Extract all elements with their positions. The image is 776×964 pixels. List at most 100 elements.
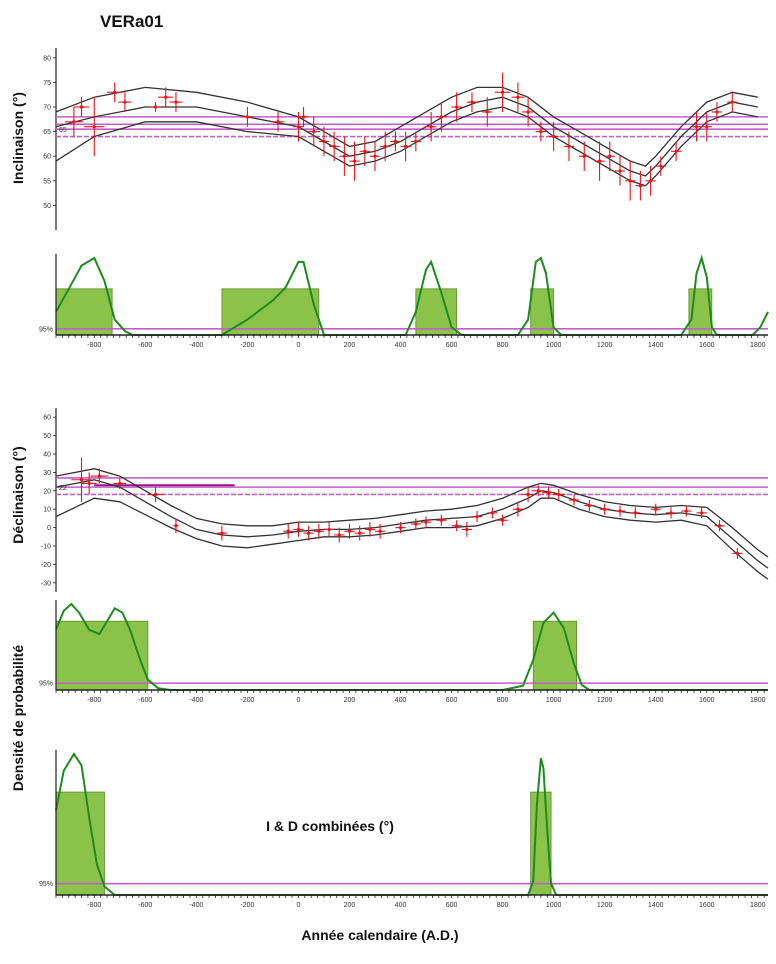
declination-y-tick-label: -10 xyxy=(41,544,51,551)
declination-data-point xyxy=(633,511,637,515)
density-declination-x-tick-label: 1400 xyxy=(648,697,664,704)
declination-data-point xyxy=(97,474,101,478)
density-inclination-x-tick-label: 200 xyxy=(344,342,356,349)
declination-data-point xyxy=(669,511,673,515)
declination-data-point xyxy=(368,527,372,532)
declination-y-tick-label: -30 xyxy=(41,580,51,587)
density-ylabel: Densité de probabilité xyxy=(10,645,26,791)
declination-data-point xyxy=(153,492,158,497)
density-combined-x-tick-label: 1400 xyxy=(648,902,664,909)
declination-data-point xyxy=(424,520,428,524)
declination-data-point xyxy=(286,529,290,533)
inclination-data-point xyxy=(516,95,520,99)
inclination-data-point xyxy=(312,130,316,134)
declination-y-tick-label: 20 xyxy=(43,488,51,495)
inclination-data-point xyxy=(404,144,408,148)
inclination-y-tick-label: 80 xyxy=(43,55,51,62)
inclination-data-point xyxy=(500,90,505,94)
inclination-data-point xyxy=(618,169,622,173)
declination-data-point xyxy=(500,518,505,522)
inclination-data-point xyxy=(694,125,699,129)
inclination-data-point xyxy=(539,130,543,134)
inclination-data-point xyxy=(276,120,280,124)
inclination-data-point xyxy=(485,110,489,114)
declination-data-point xyxy=(118,481,122,486)
inclination-data-point xyxy=(296,125,301,129)
declination-data-point xyxy=(684,509,688,513)
inclination-data-point xyxy=(608,154,612,158)
declination-data-point xyxy=(439,518,443,522)
density-inclination-x-tick-label: 1600 xyxy=(699,342,715,349)
inclination-data-point xyxy=(383,144,387,148)
declination-data-point xyxy=(572,498,576,502)
inclination-data-point xyxy=(373,154,377,158)
density-combined-x-tick-label: -600 xyxy=(138,902,152,909)
density-inclination-x-tick-label: 1400 xyxy=(648,342,664,349)
figure-title: VERa01 xyxy=(100,12,163,31)
declination-y-tick-label: 60 xyxy=(43,415,51,422)
inclination-curve xyxy=(55,86,758,167)
density-combined-x-tick-label: 1200 xyxy=(597,902,613,909)
inclination-y-tick-label: 65 xyxy=(43,129,51,136)
declination-data-point xyxy=(717,524,722,528)
inclination-data-point xyxy=(439,115,443,119)
declination-data-point xyxy=(654,507,658,511)
density-declination-x-tick-label: 800 xyxy=(497,697,509,704)
declination-data-point xyxy=(536,489,540,493)
density-declination-x-tick-label: 200 xyxy=(344,697,356,704)
density-declination-x-tick-label: 1000 xyxy=(546,697,562,704)
inclination-data-point xyxy=(649,179,653,183)
density-declination-x-tick-label: 400 xyxy=(395,697,407,704)
inclination-data-point xyxy=(174,100,178,104)
inclination-data-point xyxy=(567,144,571,148)
density-combined-x-tick-label: 800 xyxy=(497,902,509,909)
density-declination-x-tick-label: 1800 xyxy=(750,697,766,704)
declination-curve xyxy=(55,497,769,580)
inclination-data-point xyxy=(342,154,346,158)
declination-data-point xyxy=(358,531,362,535)
inclination-panel: 50 55 60 65 70 75 80 65 xyxy=(43,48,768,230)
declination-data-point xyxy=(327,527,331,532)
inclination-y-tick-label: 60 xyxy=(43,154,51,161)
density-combined-x-tick-label: 1800 xyxy=(750,902,766,909)
density-inclination-x-tick-label: 1200 xyxy=(597,342,613,349)
declination-y-tick-label: 40 xyxy=(43,452,51,459)
inclination-reference-label: 65 xyxy=(59,127,67,134)
density-combined-x-tick-label: -400 xyxy=(189,902,203,909)
declination-data-point xyxy=(307,531,311,535)
inclination-data-point xyxy=(123,100,127,104)
inclination-data-point xyxy=(301,115,306,119)
inclination-curve xyxy=(55,106,758,187)
declination-data-point xyxy=(87,481,91,486)
density-combined-x-tick-label: -800 xyxy=(87,902,101,909)
density-combined-x-tick-label: 400 xyxy=(395,902,407,909)
density-combined-x-tick-label: 600 xyxy=(446,902,458,909)
density-combined-density-curve xyxy=(55,752,768,896)
density-inclination-interval-box xyxy=(221,288,320,336)
declination-data-point xyxy=(317,529,321,533)
density-inclination-x-tick-label: 1000 xyxy=(546,342,562,349)
declination-data-point xyxy=(618,509,622,513)
inclination-data-point xyxy=(92,125,96,129)
declination-data-point xyxy=(465,527,469,532)
inclination-data-point xyxy=(363,149,367,153)
density-inclination-x-tick-label: -200 xyxy=(240,342,254,349)
density-combined-x-tick-label: 200 xyxy=(344,902,356,909)
declination-data-point xyxy=(603,507,607,511)
inclination-data-point xyxy=(628,179,632,183)
inclination-data-point xyxy=(322,139,326,144)
density-declination-interval-box xyxy=(532,620,578,691)
inclination-y-tick-label: 75 xyxy=(43,80,51,87)
inclination-data-point xyxy=(526,110,530,114)
inclination-data-point xyxy=(715,110,719,114)
density-declination-95-label: 95% xyxy=(39,681,53,688)
density-combined-x-tick-label: 1600 xyxy=(699,902,715,909)
density-inclination-panel: 95% xyxy=(39,254,769,336)
combined-label: I & D combinées (°) xyxy=(266,818,394,834)
density-inclination-x-tick-label: 400 xyxy=(395,342,407,349)
declination-curve xyxy=(55,479,769,569)
inclination-data-point xyxy=(72,120,76,124)
density-declination-x-tick-label: -600 xyxy=(138,697,152,704)
inclination-data-point xyxy=(393,139,398,144)
